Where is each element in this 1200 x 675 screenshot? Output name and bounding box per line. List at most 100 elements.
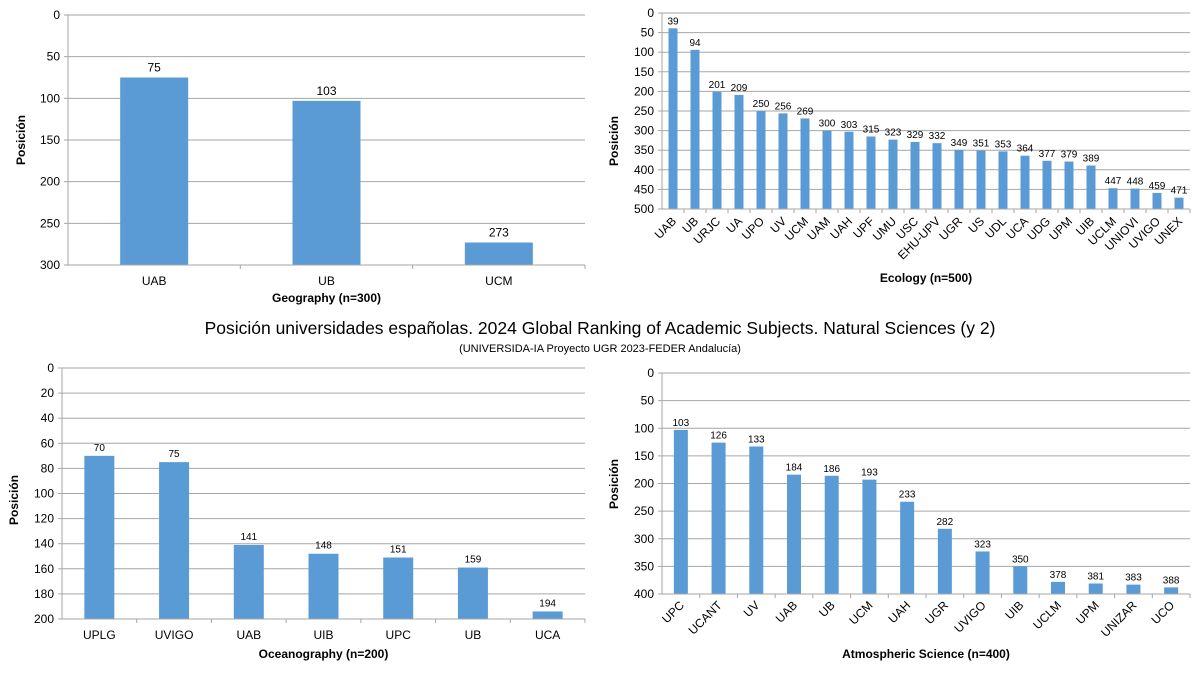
x-tick-label: UAH bbox=[885, 598, 913, 626]
y-tick-label: 0 bbox=[53, 8, 60, 22]
x-tick-label: UPC bbox=[386, 628, 412, 642]
data-label: 353 bbox=[995, 139, 1012, 150]
x-tick-label: UAM bbox=[804, 214, 833, 243]
atmospheric-science-chart: 0 50 100 150 200 250 300 350 400 103 UPC 126 UCANT 13… bbox=[607, 366, 1191, 661]
data-label: 349 bbox=[951, 138, 968, 149]
x-tick-label: UDL bbox=[982, 214, 1009, 241]
data-label: 209 bbox=[731, 83, 748, 94]
y-tick-label: 200 bbox=[34, 612, 54, 626]
bar bbox=[1152, 192, 1162, 209]
x-axis-title: Ecology (n=500) bbox=[880, 271, 972, 285]
x-tick-label: UDG bbox=[1024, 214, 1053, 243]
bar bbox=[308, 553, 339, 619]
y-tick-label: 200 bbox=[40, 175, 60, 189]
y-tick-label: 180 bbox=[34, 587, 54, 601]
data-label: 323 bbox=[885, 128, 902, 139]
x-tick-label: UCO bbox=[1149, 598, 1178, 627]
y-tick-label: 400 bbox=[634, 163, 654, 177]
data-label: 389 bbox=[1083, 153, 1100, 164]
y-tick-label: 0 bbox=[47, 361, 54, 375]
y-axis-title: Posición bbox=[14, 115, 28, 165]
x-tick-label: UAB bbox=[142, 274, 167, 288]
oceanography-chart: 0 20 40 60 80 100 120 140 160 180 200 70 UPLG 75 UVIGO… bbox=[7, 361, 586, 661]
bar bbox=[900, 501, 915, 594]
y-tick-label: 20 bbox=[41, 386, 55, 400]
bar bbox=[862, 479, 877, 594]
data-label: 273 bbox=[489, 226, 509, 240]
y-axis-title: Posición bbox=[607, 116, 621, 166]
data-label: 448 bbox=[1127, 177, 1144, 188]
data-label: 329 bbox=[907, 130, 924, 141]
data-label: 201 bbox=[709, 80, 726, 91]
x-tick-label: UPM bbox=[1073, 598, 1102, 627]
data-label: 103 bbox=[673, 418, 690, 429]
x-axis-title: Geography (n=300) bbox=[272, 291, 381, 305]
y-tick-label: 200 bbox=[634, 477, 654, 491]
x-tick-label: UVIGO bbox=[155, 628, 194, 642]
x-tick-label: UAH bbox=[827, 214, 855, 242]
x-tick-label: UMU bbox=[870, 214, 899, 243]
bar bbox=[673, 429, 688, 594]
x-tick-label: UCM bbox=[485, 274, 512, 288]
y-tick-label: 140 bbox=[34, 537, 54, 551]
y-tick-label: 150 bbox=[40, 133, 60, 147]
x-tick-label: UCM bbox=[846, 598, 875, 627]
data-label: 381 bbox=[1087, 572, 1104, 583]
data-label: 250 bbox=[753, 99, 770, 110]
data-label: 141 bbox=[240, 532, 257, 543]
data-label: 315 bbox=[863, 124, 880, 135]
data-label: 159 bbox=[465, 555, 482, 566]
bar bbox=[1064, 161, 1074, 209]
bar bbox=[84, 455, 115, 619]
y-tick-label: 150 bbox=[634, 65, 654, 79]
y-tick-label: 500 bbox=[634, 202, 654, 216]
bar bbox=[932, 143, 942, 209]
y-tick-label: 50 bbox=[641, 394, 655, 408]
bar bbox=[787, 474, 801, 594]
x-tick-label: UB bbox=[465, 628, 482, 642]
y-tick-label: 0 bbox=[647, 6, 654, 20]
x-tick-label: UGR bbox=[922, 598, 951, 627]
bar bbox=[778, 113, 788, 209]
data-label: 364 bbox=[1017, 144, 1034, 155]
bar bbox=[1051, 581, 1065, 594]
bar bbox=[1130, 188, 1140, 209]
data-label: 256 bbox=[775, 101, 792, 112]
y-tick-label: 200 bbox=[634, 84, 654, 98]
y-axis-title: Posición bbox=[607, 459, 621, 509]
bar bbox=[800, 118, 810, 209]
bar bbox=[910, 141, 920, 209]
data-label: 186 bbox=[823, 464, 840, 475]
bar bbox=[824, 475, 839, 594]
y-tick-label: 60 bbox=[41, 436, 55, 450]
data-label: 233 bbox=[899, 490, 916, 501]
y-tick-label: 300 bbox=[40, 258, 60, 272]
bar bbox=[734, 94, 744, 209]
y-tick-label: 100 bbox=[34, 487, 54, 501]
data-label: 148 bbox=[315, 541, 332, 552]
page-title: Posición universidades españolas. 2024 G… bbox=[204, 318, 996, 338]
y-tick-label: 250 bbox=[40, 216, 60, 230]
x-tick-label: UPLG bbox=[83, 628, 116, 642]
y-tick-label: 80 bbox=[41, 461, 55, 475]
x-tick-label: UGR bbox=[936, 214, 965, 243]
bar bbox=[712, 91, 722, 209]
data-label: 383 bbox=[1125, 573, 1142, 584]
y-tick-label: 250 bbox=[634, 104, 654, 118]
data-label: 194 bbox=[539, 598, 556, 609]
bar bbox=[292, 100, 361, 265]
bar bbox=[1164, 587, 1179, 594]
x-tick-label: UB bbox=[816, 598, 838, 620]
y-tick-label: 350 bbox=[634, 559, 654, 573]
bar bbox=[532, 611, 563, 619]
y-tick-label: 300 bbox=[634, 124, 654, 138]
y-tick-label: 160 bbox=[34, 562, 54, 576]
bar bbox=[159, 462, 190, 619]
y-tick-label: 100 bbox=[634, 421, 654, 435]
y-tick-label: 150 bbox=[634, 449, 654, 463]
y-tick-label: 50 bbox=[47, 50, 61, 64]
geography-chart: 0 50 100 150 200 250 300 75 UAB 103 UB 273 UCM Geogra… bbox=[14, 8, 586, 305]
data-label: 70 bbox=[94, 443, 106, 454]
y-tick-label: 400 bbox=[634, 587, 654, 601]
data-label: 75 bbox=[169, 449, 181, 460]
